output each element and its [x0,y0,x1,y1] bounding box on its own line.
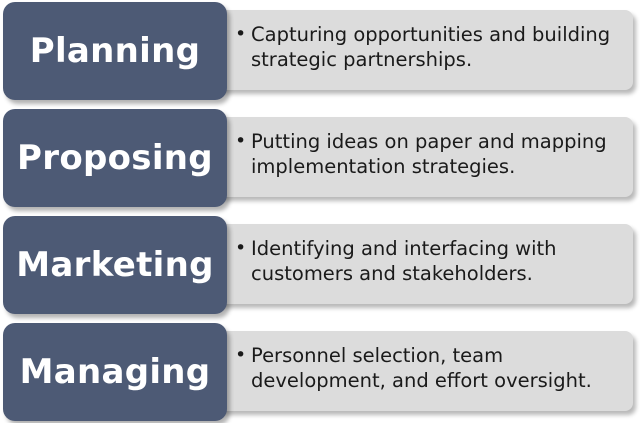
stage-label: Proposing [17,138,213,178]
stage-label: Managing [19,352,211,392]
stage-description-line: Capturing opportunities and building [251,23,611,46]
stage-row-planning: • Capturing opportunities and building s… [3,2,635,100]
stage-description: • Personnel selection, team development,… [235,343,623,393]
stage-label: Marketing [16,245,214,285]
stage-description-line: development, and effort oversight. [251,369,592,392]
stage-description: • Putting ideas on paper and mapping imp… [235,129,623,179]
stage-box: Proposing [3,109,227,207]
stage-row-managing: • Personnel selection, team development,… [3,323,635,421]
stage-row-marketing: • Identifying and interfacing with custo… [3,216,635,314]
stage-description-line: implementation strategies. [251,155,516,178]
bullet-icon: • [235,237,247,259]
stage-description-line: customers and stakeholders. [251,262,533,285]
stage-description-box: • Identifying and interfacing with custo… [213,224,633,304]
stage-description-box: • Capturing opportunities and building s… [213,10,633,90]
stage-description-line: Personnel selection, team [251,344,504,367]
bullet-icon: • [235,23,247,45]
stage-box: Marketing [3,216,227,314]
stage-description-box: • Putting ideas on paper and mapping imp… [213,117,633,197]
bullet-icon: • [235,344,247,366]
stage-description: • Identifying and interfacing with custo… [235,236,623,286]
stage-box: Managing [3,323,227,421]
stage-box: Planning [3,2,227,100]
bullet-icon: • [235,130,247,152]
stage-description: • Capturing opportunities and building s… [235,22,623,72]
stage-description-line: strategic partnerships. [251,48,473,71]
stage-label: Planning [29,31,201,71]
stage-description-line: Identifying and interfacing with [251,237,557,260]
stage-description-line: Putting ideas on paper and mapping [251,130,607,153]
stage-row-proposing: • Putting ideas on paper and mapping imp… [3,109,635,207]
stage-description-box: • Personnel selection, team development,… [213,331,633,411]
